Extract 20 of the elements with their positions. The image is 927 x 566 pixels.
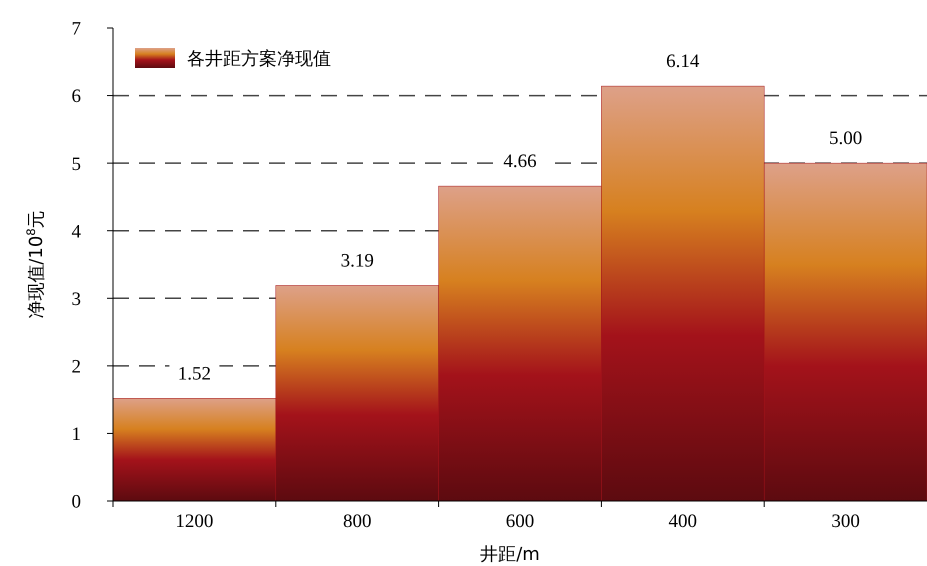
y-tick-label: 3: [72, 288, 81, 310]
x-tick-label: 600: [506, 511, 534, 532]
x-tick-label: 1200: [175, 511, 214, 532]
y-tick-label: 7: [72, 18, 81, 40]
data-label: 6.14: [666, 51, 700, 72]
x-tick-label: 300: [831, 511, 860, 532]
y-tick-label: 4: [72, 221, 82, 242]
x-tick-label: 800: [342, 511, 372, 532]
x-tick-label: 400: [668, 511, 698, 532]
data-label: 4.66: [503, 151, 537, 172]
data-label: 5.00: [828, 128, 862, 150]
data-label: 1.52: [178, 363, 212, 384]
legend-label: 各井距方案净现值: [187, 48, 331, 70]
y-tick-label: 0: [72, 492, 81, 513]
x-axis-title: 井距/m: [480, 544, 540, 565]
y-tick-label: 2: [72, 356, 81, 378]
y-tick-label: 6: [72, 86, 81, 108]
y-tick-label: 5: [72, 154, 81, 175]
data-label: 3.19: [340, 250, 374, 272]
y-tick-label: 1: [72, 424, 81, 446]
